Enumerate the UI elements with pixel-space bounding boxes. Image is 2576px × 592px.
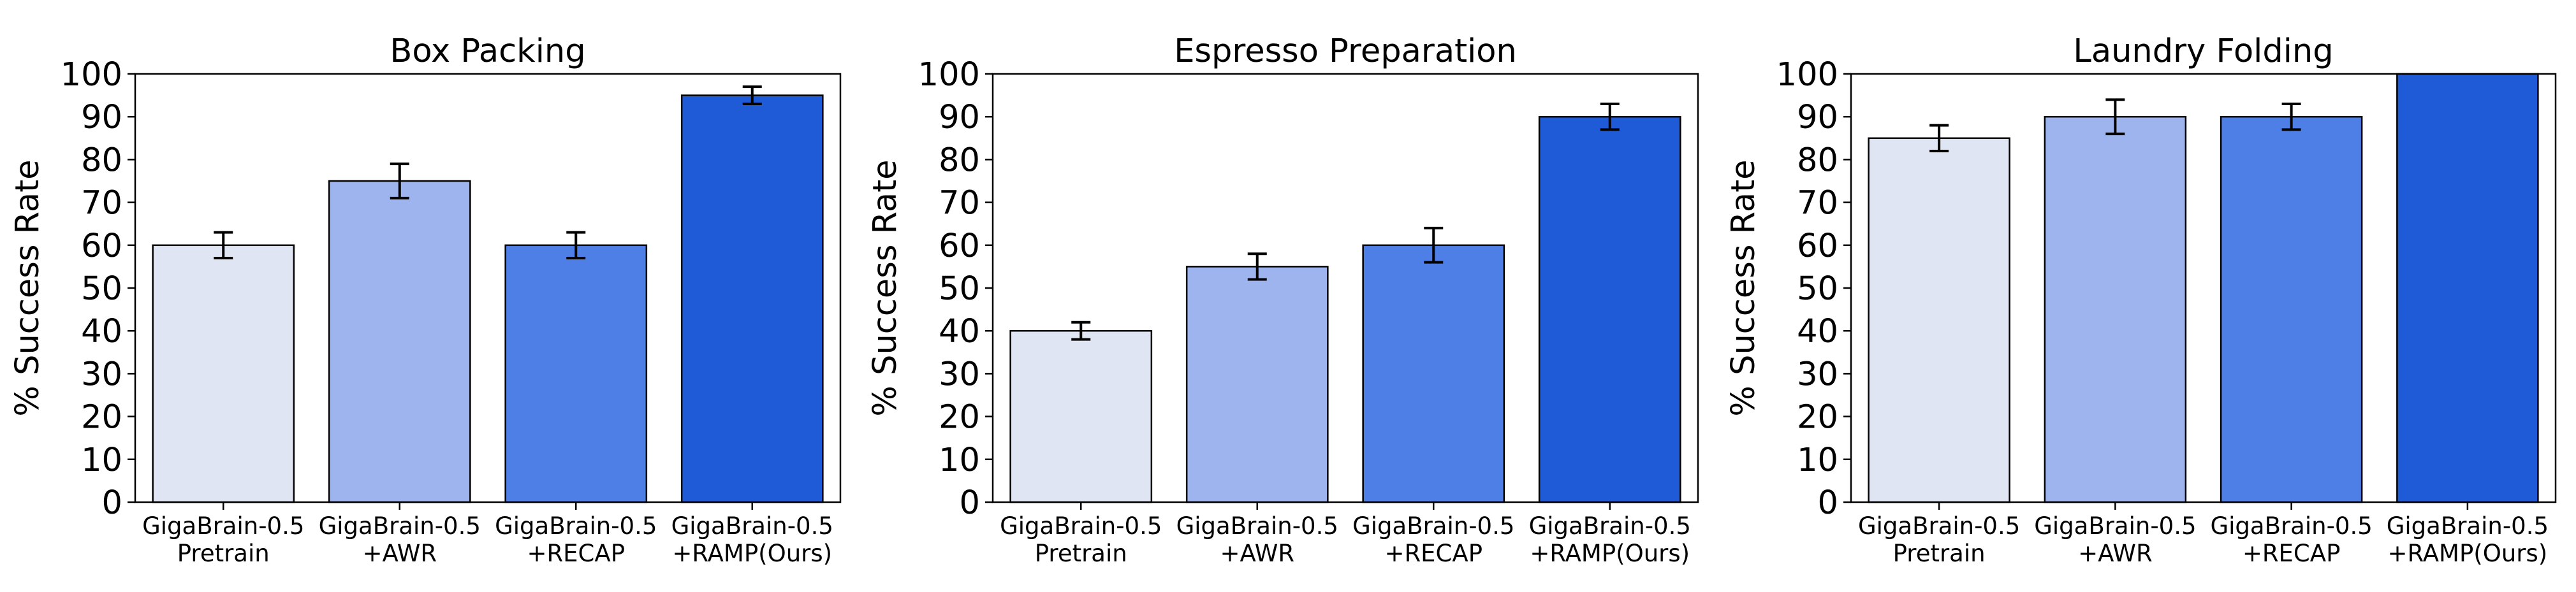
y-tick-label: 50: [1797, 270, 1838, 308]
x-tick-label-line2: +AWR: [362, 540, 437, 567]
error-bar-3: [2281, 103, 2301, 131]
x-tick-label-line1: GigaBrain-0.5: [142, 512, 304, 540]
y-tick-label: 100: [918, 56, 980, 94]
y-tick-label: 50: [81, 270, 122, 308]
bar-3: [2220, 115, 2363, 503]
y-tick-label: 90: [939, 99, 980, 136]
error-bar-3: [1424, 226, 1444, 264]
bar-4: [1538, 115, 1681, 503]
x-tick-label-line1: GigaBrain-0.5: [2034, 512, 2196, 540]
y-axis-label: % Success Rate: [1725, 159, 1762, 416]
error-bar-3: [566, 231, 586, 259]
x-tick-label-line2: Pretrain: [1035, 540, 1127, 567]
bar-1: [1009, 329, 1153, 503]
bar-4: [680, 94, 824, 503]
bar-4: [2396, 73, 2539, 503]
y-tick-label: 100: [61, 56, 122, 94]
y-tick-label: 80: [81, 141, 122, 179]
bar-1: [1868, 137, 2010, 503]
x-tick-label-line1: GigaBrain-0.5: [1352, 512, 1514, 540]
y-tick-label: 10: [1797, 442, 1838, 479]
bar-2: [1185, 266, 1329, 503]
error-bar-1: [214, 231, 233, 259]
x-tick-label-line2: Pretrain: [177, 540, 270, 567]
x-tick-label-line2: +RAMP(Ours): [672, 540, 832, 567]
x-tick-label-line1: GigaBrain-0.5: [2387, 512, 2549, 540]
bar-1: [152, 244, 295, 503]
x-tick-label-line2: +RECAP: [1384, 540, 1482, 567]
chart-title: Espresso Preparation: [1174, 32, 1517, 70]
y-tick-label: 70: [1797, 185, 1838, 222]
bar-3: [504, 244, 648, 503]
y-tick-label: 0: [102, 484, 122, 522]
x-tick-label-line1: GigaBrain-0.5: [1529, 512, 1691, 540]
y-axis-label: % Success Rate: [867, 159, 904, 416]
chart-panel-1: 0102030405060708090100GigaBrain-0.5Pretr…: [9, 32, 842, 567]
y-tick-label: 0: [1818, 484, 1838, 522]
bar-2: [328, 180, 471, 503]
x-tick-label-line2: +RAMP(Ours): [2388, 540, 2548, 567]
y-tick-label: 30: [81, 356, 122, 393]
y-tick-label: 90: [81, 99, 122, 136]
y-tick-label: 40: [939, 313, 980, 350]
x-tick-label-line2: +RECAP: [527, 540, 625, 567]
y-tick-label: 10: [939, 442, 980, 479]
chart-panel-3: 0102030405060708090100GigaBrain-0.5Pretr…: [1725, 32, 2557, 567]
error-bar-1: [1929, 124, 1949, 152]
error-bar-4: [742, 85, 762, 106]
y-tick-label: 80: [1797, 141, 1838, 179]
y-tick-label: 20: [939, 399, 980, 437]
y-tick-label: 30: [1797, 356, 1838, 393]
y-tick-label: 20: [1797, 399, 1838, 437]
error-bar-4: [1600, 103, 1620, 131]
y-tick-label: 60: [81, 227, 122, 265]
y-tick-label: 0: [960, 484, 980, 522]
x-tick-label-line2: Pretrain: [1893, 540, 1986, 567]
y-tick-label: 10: [81, 442, 122, 479]
bar-2: [2044, 115, 2187, 503]
x-tick-label-line1: GigaBrain-0.5: [2210, 512, 2372, 540]
y-tick-label: 20: [81, 399, 122, 437]
x-tick-label-line2: +RAMP(Ours): [1530, 540, 1690, 567]
x-tick-label-line2: +AWR: [1220, 540, 1294, 567]
error-bar-2: [390, 162, 409, 199]
chart-title: Box Packing: [390, 32, 585, 70]
x-tick-label-line1: GigaBrain-0.5: [319, 512, 481, 540]
chart-panel-2: 0102030405060708090100GigaBrain-0.5Pretr…: [867, 32, 1699, 567]
y-tick-label: 40: [81, 313, 122, 350]
bar-3: [1362, 244, 1505, 503]
y-tick-label: 40: [1797, 313, 1838, 350]
x-tick-label-line1: GigaBrain-0.5: [671, 512, 833, 540]
chart-title: Laundry Folding: [2073, 32, 2333, 70]
x-tick-label-line1: GigaBrain-0.5: [1858, 512, 2020, 540]
y-tick-label: 100: [1776, 56, 1838, 94]
x-tick-label-line2: +AWR: [2078, 540, 2153, 567]
y-tick-label: 70: [81, 185, 122, 222]
x-tick-label-line1: GigaBrain-0.5: [1176, 512, 1338, 540]
x-tick-label-line1: GigaBrain-0.5: [1000, 512, 1162, 540]
error-bar-2: [1247, 252, 1267, 281]
y-tick-label: 60: [939, 227, 980, 265]
y-axis-label: % Success Rate: [9, 159, 47, 416]
y-tick-label: 70: [939, 185, 980, 222]
x-tick-label-line1: GigaBrain-0.5: [495, 512, 657, 540]
y-tick-label: 50: [939, 270, 980, 308]
x-tick-label-line2: +RECAP: [2243, 540, 2341, 567]
y-tick-label: 60: [1797, 227, 1838, 265]
error-bar-2: [2105, 98, 2125, 136]
y-tick-label: 90: [1797, 99, 1838, 136]
error-bar-1: [1071, 321, 1091, 341]
y-tick-label: 30: [939, 356, 980, 393]
y-tick-label: 80: [939, 141, 980, 179]
